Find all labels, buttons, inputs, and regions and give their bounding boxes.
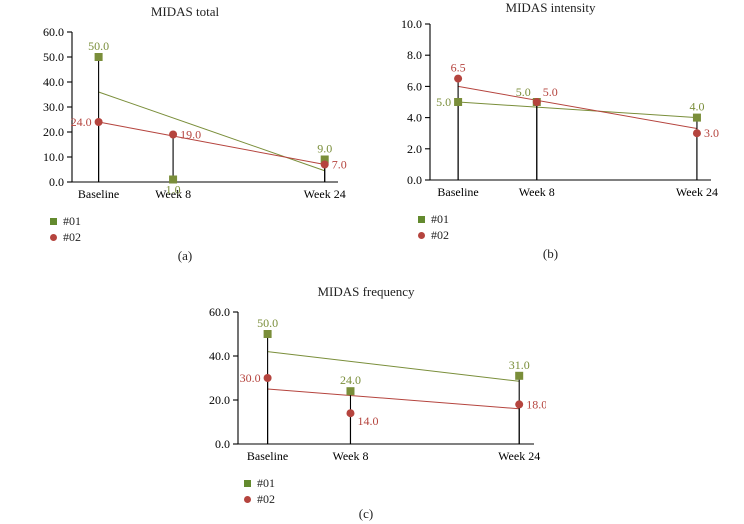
svg-text:0.0: 0.0 xyxy=(407,173,422,187)
panel-c-svg: 0.0 20.0 40.0 60.0 Baseline Week 8 Week 24 50.0… xyxy=(186,306,546,474)
svg-text:Week 24: Week 24 xyxy=(498,449,540,463)
svg-text:5.0: 5.0 xyxy=(436,95,451,109)
svg-text:10.0: 10.0 xyxy=(401,18,422,31)
svg-text:Baseline: Baseline xyxy=(247,449,288,463)
svg-text:60.0: 60.0 xyxy=(209,306,230,319)
svg-text:6.5: 6.5 xyxy=(451,61,466,75)
svg-text:14.0: 14.0 xyxy=(357,414,378,428)
svg-text:Week 8: Week 8 xyxy=(519,185,555,199)
svg-text:Week 24: Week 24 xyxy=(676,185,718,199)
svg-text:60.0: 60.0 xyxy=(43,26,64,39)
svg-text:3.0: 3.0 xyxy=(704,126,719,140)
legend-item-01: #01 xyxy=(418,212,449,226)
svg-text:31.0: 31.0 xyxy=(509,358,530,372)
svg-text:Week 8: Week 8 xyxy=(332,449,368,463)
svg-text:20.0: 20.0 xyxy=(209,393,230,407)
legend-marker-circle-icon xyxy=(244,496,251,503)
svg-text:50.0: 50.0 xyxy=(43,50,64,64)
svg-text:40.0: 40.0 xyxy=(43,75,64,89)
svg-text:Baseline: Baseline xyxy=(78,187,119,201)
svg-text:50.0: 50.0 xyxy=(257,316,278,330)
svg-text:4.0: 4.0 xyxy=(407,111,422,125)
legend-marker-square-icon xyxy=(50,218,57,225)
panel-a-sublabel: (a) xyxy=(20,248,350,264)
panel-c-legend: #01 #02 xyxy=(244,476,275,508)
svg-text:5.0: 5.0 xyxy=(543,85,558,99)
panel-c-sublabel: (c) xyxy=(186,506,546,522)
svg-text:40.0: 40.0 xyxy=(209,349,230,363)
legend-label: #01 xyxy=(257,476,275,490)
legend-item-02: #02 xyxy=(50,230,81,244)
legend-marker-circle-icon xyxy=(418,232,425,239)
legend-marker-circle-icon xyxy=(50,234,57,241)
svg-text:30.0: 30.0 xyxy=(43,100,64,114)
svg-text:24.0: 24.0 xyxy=(71,115,92,129)
panel-a-title: MIDAS total xyxy=(20,4,350,20)
legend-item-02: #02 xyxy=(244,492,275,506)
legend-item-01: #01 xyxy=(244,476,275,490)
svg-text:0.0: 0.0 xyxy=(49,175,64,189)
panel-a-svg: 0.0 10.0 20.0 30.0 40.0 50.0 60.0 Baseline Week … xyxy=(20,26,350,212)
legend-item-02: #02 xyxy=(418,228,449,242)
legend-marker-square-icon xyxy=(418,216,425,223)
svg-text:1.0: 1.0 xyxy=(166,183,181,197)
svg-text:Baseline: Baseline xyxy=(437,185,478,199)
panel-a-legend: #01 #02 xyxy=(50,214,81,246)
figure-root: { "panels": { "a": { "title": "MIDAS tot… xyxy=(0,0,744,524)
svg-text:8.0: 8.0 xyxy=(407,48,422,62)
svg-text:6.0: 6.0 xyxy=(407,79,422,93)
legend-label: #01 xyxy=(431,212,449,226)
legend-label: #02 xyxy=(431,228,449,242)
panel-b-svg: 0.0 2.0 4.0 6.0 8.0 10.0 Baseline Week 8 Week 24… xyxy=(378,18,723,210)
legend-label: #02 xyxy=(257,492,275,506)
panel-b-sublabel: (b) xyxy=(378,246,723,262)
panel-c-title: MIDAS frequency xyxy=(186,284,546,300)
svg-text:24.0: 24.0 xyxy=(340,373,361,387)
panel-a: MIDAS total 0.010.020.030.040.050.060.0B… xyxy=(20,8,350,240)
svg-text:7.0: 7.0 xyxy=(332,158,347,172)
svg-text:30.0: 30.0 xyxy=(240,371,261,385)
svg-text:0.0: 0.0 xyxy=(215,437,230,451)
legend-label: #02 xyxy=(63,230,81,244)
svg-text:Week 24: Week 24 xyxy=(304,187,346,201)
svg-text:20.0: 20.0 xyxy=(43,125,64,139)
panel-b-legend: #01 #02 xyxy=(418,212,449,244)
legend-marker-square-icon xyxy=(244,480,251,487)
svg-text:5.0: 5.0 xyxy=(516,85,531,99)
svg-text:50.0: 50.0 xyxy=(88,39,109,53)
legend-item-01: #01 xyxy=(50,214,81,228)
panel-b: MIDAS intensity 0.0 2.0 4.0 6.0 8.0 10.0 Basel… xyxy=(378,2,723,240)
svg-text:18.0: 18.0 xyxy=(526,397,546,411)
panel-c: MIDAS frequency 0.020.040.060.0BaselineW… xyxy=(186,288,546,508)
svg-text:2.0: 2.0 xyxy=(407,142,422,156)
svg-text:10.0: 10.0 xyxy=(43,150,64,164)
legend-label: #01 xyxy=(63,214,81,228)
panel-b-title: MIDAS intensity xyxy=(378,0,723,16)
svg-text:19.0: 19.0 xyxy=(180,128,201,142)
svg-text:9.0: 9.0 xyxy=(317,142,332,156)
svg-text:4.0: 4.0 xyxy=(689,100,704,114)
